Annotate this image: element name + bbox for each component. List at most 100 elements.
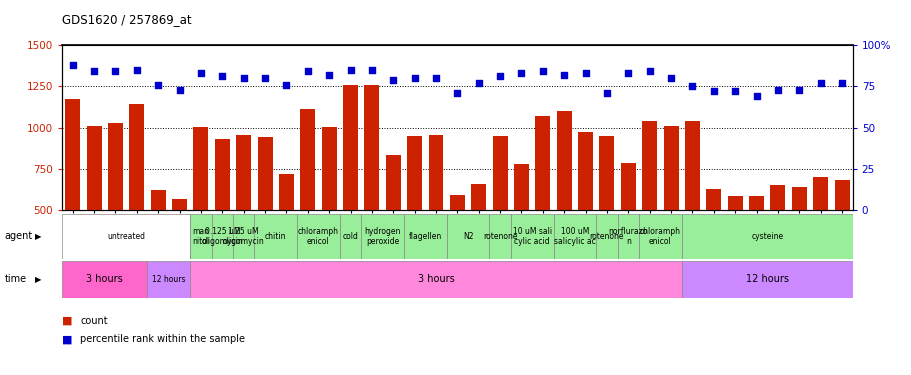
Text: ■: ■ [62,334,73,344]
Point [791,87,805,93]
Point [322,72,336,78]
Text: chitin: chitin [265,232,286,241]
Point [364,67,379,73]
Text: 12 hours: 12 hours [152,275,186,284]
Point [428,75,443,81]
Point [535,68,549,74]
Bar [770,185,784,292]
Point [172,87,187,93]
Text: 0.125 uM
oligomycin: 0.125 uM oligomycin [201,227,243,246]
Text: rotenone: rotenone [482,232,517,241]
Bar [813,177,827,292]
Text: time: time [5,274,26,284]
Bar [556,111,571,292]
Bar [385,155,400,292]
Point [727,88,742,94]
Bar [211,214,232,259]
Bar [190,214,211,259]
Point [749,93,763,99]
Bar [641,121,657,292]
Text: ▶: ▶ [35,232,41,241]
Text: rotenone: rotenone [589,232,623,241]
Point [279,82,293,88]
Bar [449,195,465,292]
Bar [364,85,379,292]
Bar [553,214,596,259]
Bar [446,214,489,259]
Point [684,83,699,89]
Text: norflurazo
n: norflurazo n [608,227,648,246]
Text: 1.25 uM
oligomycin: 1.25 uM oligomycin [222,227,264,246]
Point [471,80,486,86]
Text: flagellen: flagellen [408,232,442,241]
Point [620,70,635,76]
Bar [727,196,742,292]
Text: 100 uM
salicylic ac: 100 uM salicylic ac [553,227,595,246]
Text: 10 uM sali
cylic acid: 10 uM sali cylic acid [512,227,551,246]
Bar [514,164,528,292]
Bar [87,126,101,292]
Bar [254,214,297,259]
Point [599,90,614,96]
Point [300,68,314,74]
Bar [257,136,272,292]
Bar [129,104,144,292]
Bar [190,261,681,298]
Bar [361,214,404,259]
Bar [232,214,254,259]
Bar [66,99,80,292]
Bar [535,116,549,292]
Point [150,82,165,88]
Text: man
nitol: man nitol [192,227,210,246]
Text: 3 hours: 3 hours [417,274,454,284]
Bar [578,132,592,292]
Bar [107,123,123,292]
Bar [215,139,230,292]
Point [770,87,784,93]
Point [578,70,592,76]
Bar [681,214,852,259]
Bar [617,214,639,259]
Point [641,68,656,74]
Bar [300,108,315,292]
Point [129,67,144,73]
Point [514,70,528,76]
Bar [279,174,293,292]
Bar [193,127,209,292]
Bar [297,214,340,259]
Bar [404,214,446,259]
Point [834,80,848,86]
Text: ■: ■ [62,316,73,326]
Bar [639,214,681,259]
Bar [681,261,852,298]
Bar [684,121,699,292]
Point [492,74,507,80]
Bar [236,135,251,292]
Bar [492,136,507,292]
Point [343,67,357,73]
Bar [148,261,190,298]
Text: ▶: ▶ [35,275,41,284]
Bar [343,86,358,292]
Point [407,75,422,81]
Bar [510,214,553,259]
Text: untreated: untreated [107,232,145,241]
Bar [62,214,190,259]
Text: chloramph
enicol: chloramph enicol [298,227,339,246]
Text: cold: cold [343,232,358,241]
Point [385,76,400,82]
Bar [489,214,510,259]
Text: N2: N2 [462,232,473,241]
Point [557,72,571,78]
Text: percentile rank within the sample: percentile rank within the sample [80,334,245,344]
Text: 12 hours: 12 hours [745,274,788,284]
Bar [599,136,614,292]
Point [87,68,101,74]
Point [706,88,721,94]
Point [108,68,123,74]
Bar [62,261,148,298]
Text: 3 hours: 3 hours [87,274,123,284]
Text: chloramph
enicol: chloramph enicol [640,227,681,246]
Point [663,75,678,81]
Point [236,75,251,81]
